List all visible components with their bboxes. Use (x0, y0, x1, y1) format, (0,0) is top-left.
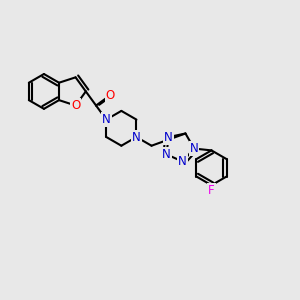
Text: N: N (102, 113, 111, 126)
Text: N: N (162, 148, 171, 161)
Text: N: N (190, 142, 199, 155)
Text: N: N (132, 130, 141, 143)
Text: O: O (71, 99, 80, 112)
Text: O: O (106, 89, 115, 102)
Text: N: N (178, 155, 187, 168)
Text: N: N (164, 130, 173, 144)
Text: F: F (208, 184, 215, 197)
